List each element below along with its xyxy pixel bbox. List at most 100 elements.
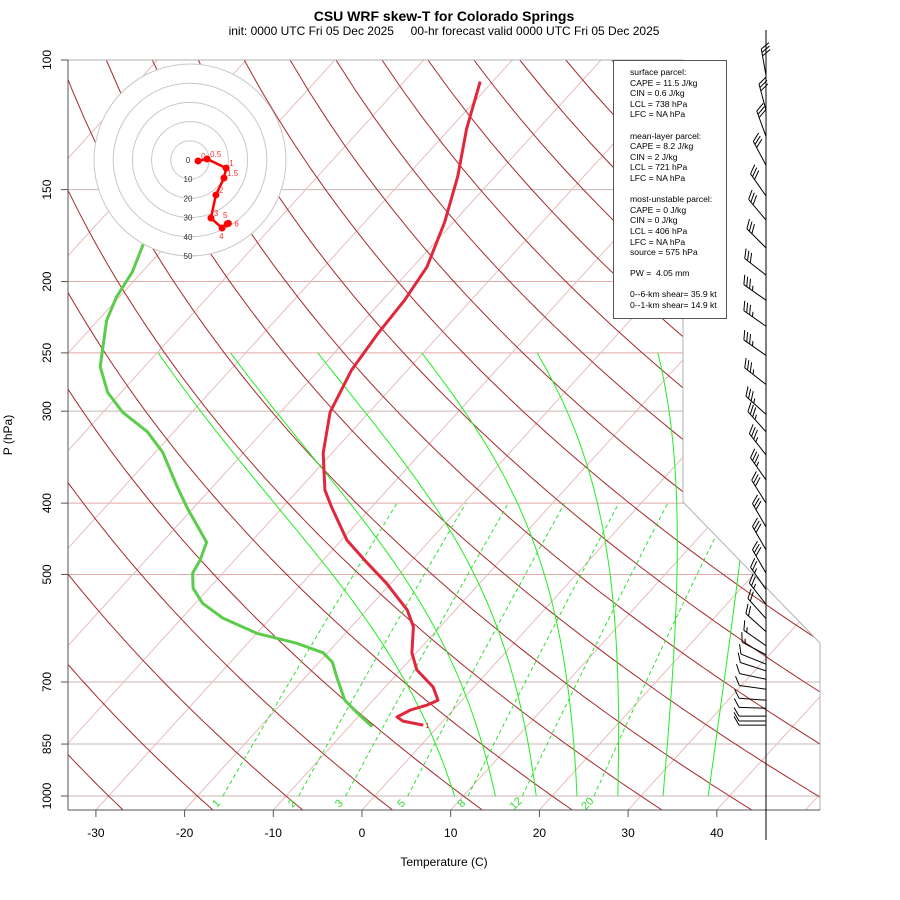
wind-barb: [756, 103, 767, 137]
moist-adiabat: [230, 352, 496, 797]
mixing-ratio-line: [521, 502, 669, 797]
isotherm: [893, 60, 900, 812]
x-tick-label: 40: [710, 826, 724, 840]
wind-barb: [750, 558, 767, 590]
dry-adiabat: [68, 60, 126, 810]
wind-barb: [750, 164, 767, 197]
dry-adiabat: [381, 60, 820, 810]
isotherm: [68, 60, 424, 810]
wind-barb: [748, 424, 767, 456]
wind-barb: [741, 632, 767, 656]
hodograph-point: [212, 191, 220, 199]
y-tick-label: 500: [40, 564, 54, 584]
dry-adiabat: [243, 60, 820, 810]
hodograph-ring-label: 30: [184, 214, 193, 223]
wind-barb: [737, 652, 767, 672]
isotherm: [626, 60, 820, 810]
wind-barb: [733, 716, 766, 726]
wind-barb: [734, 689, 767, 701]
x-tick-label: -10: [265, 826, 283, 840]
hodograph-ring: [112, 82, 268, 238]
legend-line: surface parcel:: [630, 67, 687, 77]
wind-barb: [752, 517, 767, 551]
hodograph-ring-label: 20: [184, 194, 193, 203]
isotherm: [68, 60, 602, 810]
x-tick-label: 30: [621, 826, 635, 840]
isotherm: [537, 60, 820, 810]
wind-barb: [745, 603, 767, 633]
isotherm: [271, 60, 820, 810]
hodograph-ring-label: 10: [184, 175, 193, 184]
legend-line: CAPE = 11.5 J/kg: [630, 77, 698, 88]
legend-line: CAPE = 8.2 J/kg: [630, 141, 694, 152]
hodograph-point: [194, 157, 202, 165]
y-tick-label: 250: [40, 343, 54, 363]
wind-barb: [747, 588, 767, 619]
hodograph-point: [203, 155, 211, 163]
legend-line: CIN = 2 J/kg: [630, 151, 678, 162]
wind-barb: [748, 189, 767, 221]
wind-barb: [752, 540, 767, 574]
dry-adiabat: [68, 60, 485, 810]
surface-label: 1: [425, 723, 429, 730]
legend-line: LFC = NA hPa: [630, 109, 686, 120]
dry-adiabat: [68, 60, 216, 810]
dry-adiabat: [105, 60, 820, 810]
mixing-ratio-line: [222, 502, 398, 797]
legend-line: LFC = NA hPa: [630, 172, 686, 183]
hodograph-ring-label: 50: [184, 252, 193, 261]
moist-adiabat: [317, 352, 537, 797]
isotherm: [68, 60, 691, 810]
dry-adiabat: [68, 60, 395, 810]
legend-line: most-unstable parcel:: [630, 194, 713, 205]
moist-adiabat: [657, 352, 678, 797]
isotherm: [182, 60, 820, 810]
hodograph: 0 10 20 30 40 50 0 0.5 11.52 3 4 56: [93, 63, 287, 261]
axes: 1235812201-1001020304050-30-20-100102030…: [40, 50, 821, 840]
chart-subtitle: init: 0000 UTC Fri 05 Dec 2025 00-hr for…: [228, 24, 660, 38]
dry-adiabat: [68, 60, 575, 810]
mixing-ratio-line: [467, 502, 620, 797]
y-tick-label: 200: [40, 271, 54, 291]
y-tick-label: 100: [40, 50, 54, 70]
hodograph-ring: [131, 101, 249, 219]
mixing-ratio-label: 1: [210, 797, 223, 810]
legend-line: CAPE = 0 J/kg: [630, 204, 687, 215]
wind-barb: [733, 698, 767, 709]
y-axis-label: P (hPa): [1, 414, 15, 456]
wind-barb: [746, 219, 767, 249]
x-tick-label: 0: [359, 826, 366, 840]
legend-line: LCL = 721 hPa: [630, 162, 688, 173]
wind-barb: [735, 675, 767, 690]
legend-line: source = 575 hPa: [630, 247, 698, 258]
legend-line: LCL = 406 hPa: [630, 225, 688, 236]
wind-barb: [748, 573, 767, 605]
mixing-ratio-label: 5: [395, 797, 408, 810]
hodograph-ring: [151, 121, 229, 199]
moist-adiabat: [536, 352, 620, 797]
wind-barb: [744, 248, 767, 276]
hodograph-point-label: 4: [219, 232, 224, 241]
dry-adiabat: [703, 60, 820, 810]
moist-adiabat: [421, 352, 578, 797]
mixing-ratio-label: 2: [286, 797, 299, 810]
hodograph-point: [207, 214, 215, 222]
wind-barb: [736, 663, 767, 680]
hodograph-point-label: 2: [219, 186, 224, 195]
wind-barb: [739, 644, 767, 665]
hodograph-point: [222, 164, 230, 172]
x-axis-label: Temperature (C): [400, 855, 488, 869]
wind-barb: [743, 329, 767, 356]
dry-adiabat: [151, 60, 820, 810]
dry-adiabat: [197, 60, 820, 810]
legend-line: mean-layer parcel:: [630, 130, 702, 141]
hodograph-point-label: 5: [223, 211, 228, 220]
mixing-ratio-line: [298, 502, 467, 797]
hodograph-point-label: 1: [229, 159, 234, 168]
hodograph-point: [220, 174, 228, 182]
y-tick-label: 300: [40, 401, 54, 421]
hodograph-point-label: 6: [234, 219, 239, 228]
profiles: [98, 81, 482, 728]
x-tick-label: 10: [444, 826, 458, 840]
